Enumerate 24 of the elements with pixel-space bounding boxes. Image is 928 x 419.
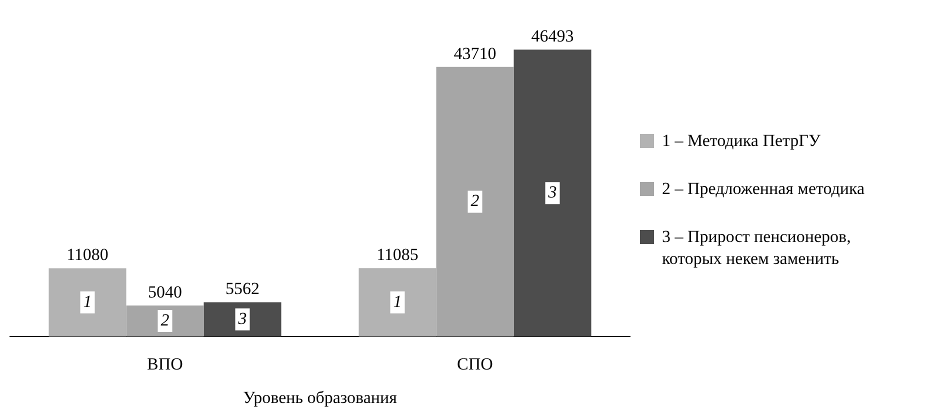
data-label: 11085 <box>376 245 418 264</box>
data-label: 11080 <box>66 245 108 264</box>
data-label: 46493 <box>531 26 574 46</box>
legend-label: 1 – Методика ПетрГУ <box>662 130 821 152</box>
bar <box>126 305 204 337</box>
data-label: 5040 <box>148 282 182 302</box>
legend-label: 2 – Предложенная методика <box>662 178 864 200</box>
x-tick-label: ВПО <box>147 354 183 374</box>
data-label: 43710 <box>454 44 496 63</box>
annotation: 1 <box>393 292 402 311</box>
bar <box>204 302 282 337</box>
annotation: 3 <box>237 308 247 328</box>
bar <box>48 268 126 337</box>
bar <box>514 50 592 337</box>
annotation: 2 <box>160 310 170 330</box>
annotation: 3 <box>547 182 557 202</box>
legend-label: 3 – Прирост пенсионеров, которых некем заменить <box>662 226 852 270</box>
data-label: 5562 <box>226 279 260 298</box>
annotation: 1 <box>83 292 92 311</box>
bar <box>358 268 436 337</box>
annotation: 2 <box>470 191 480 210</box>
x-axis-title: Уровень образования <box>242 388 398 408</box>
x-tick-label: СПО <box>457 354 493 374</box>
bar <box>436 66 514 337</box>
